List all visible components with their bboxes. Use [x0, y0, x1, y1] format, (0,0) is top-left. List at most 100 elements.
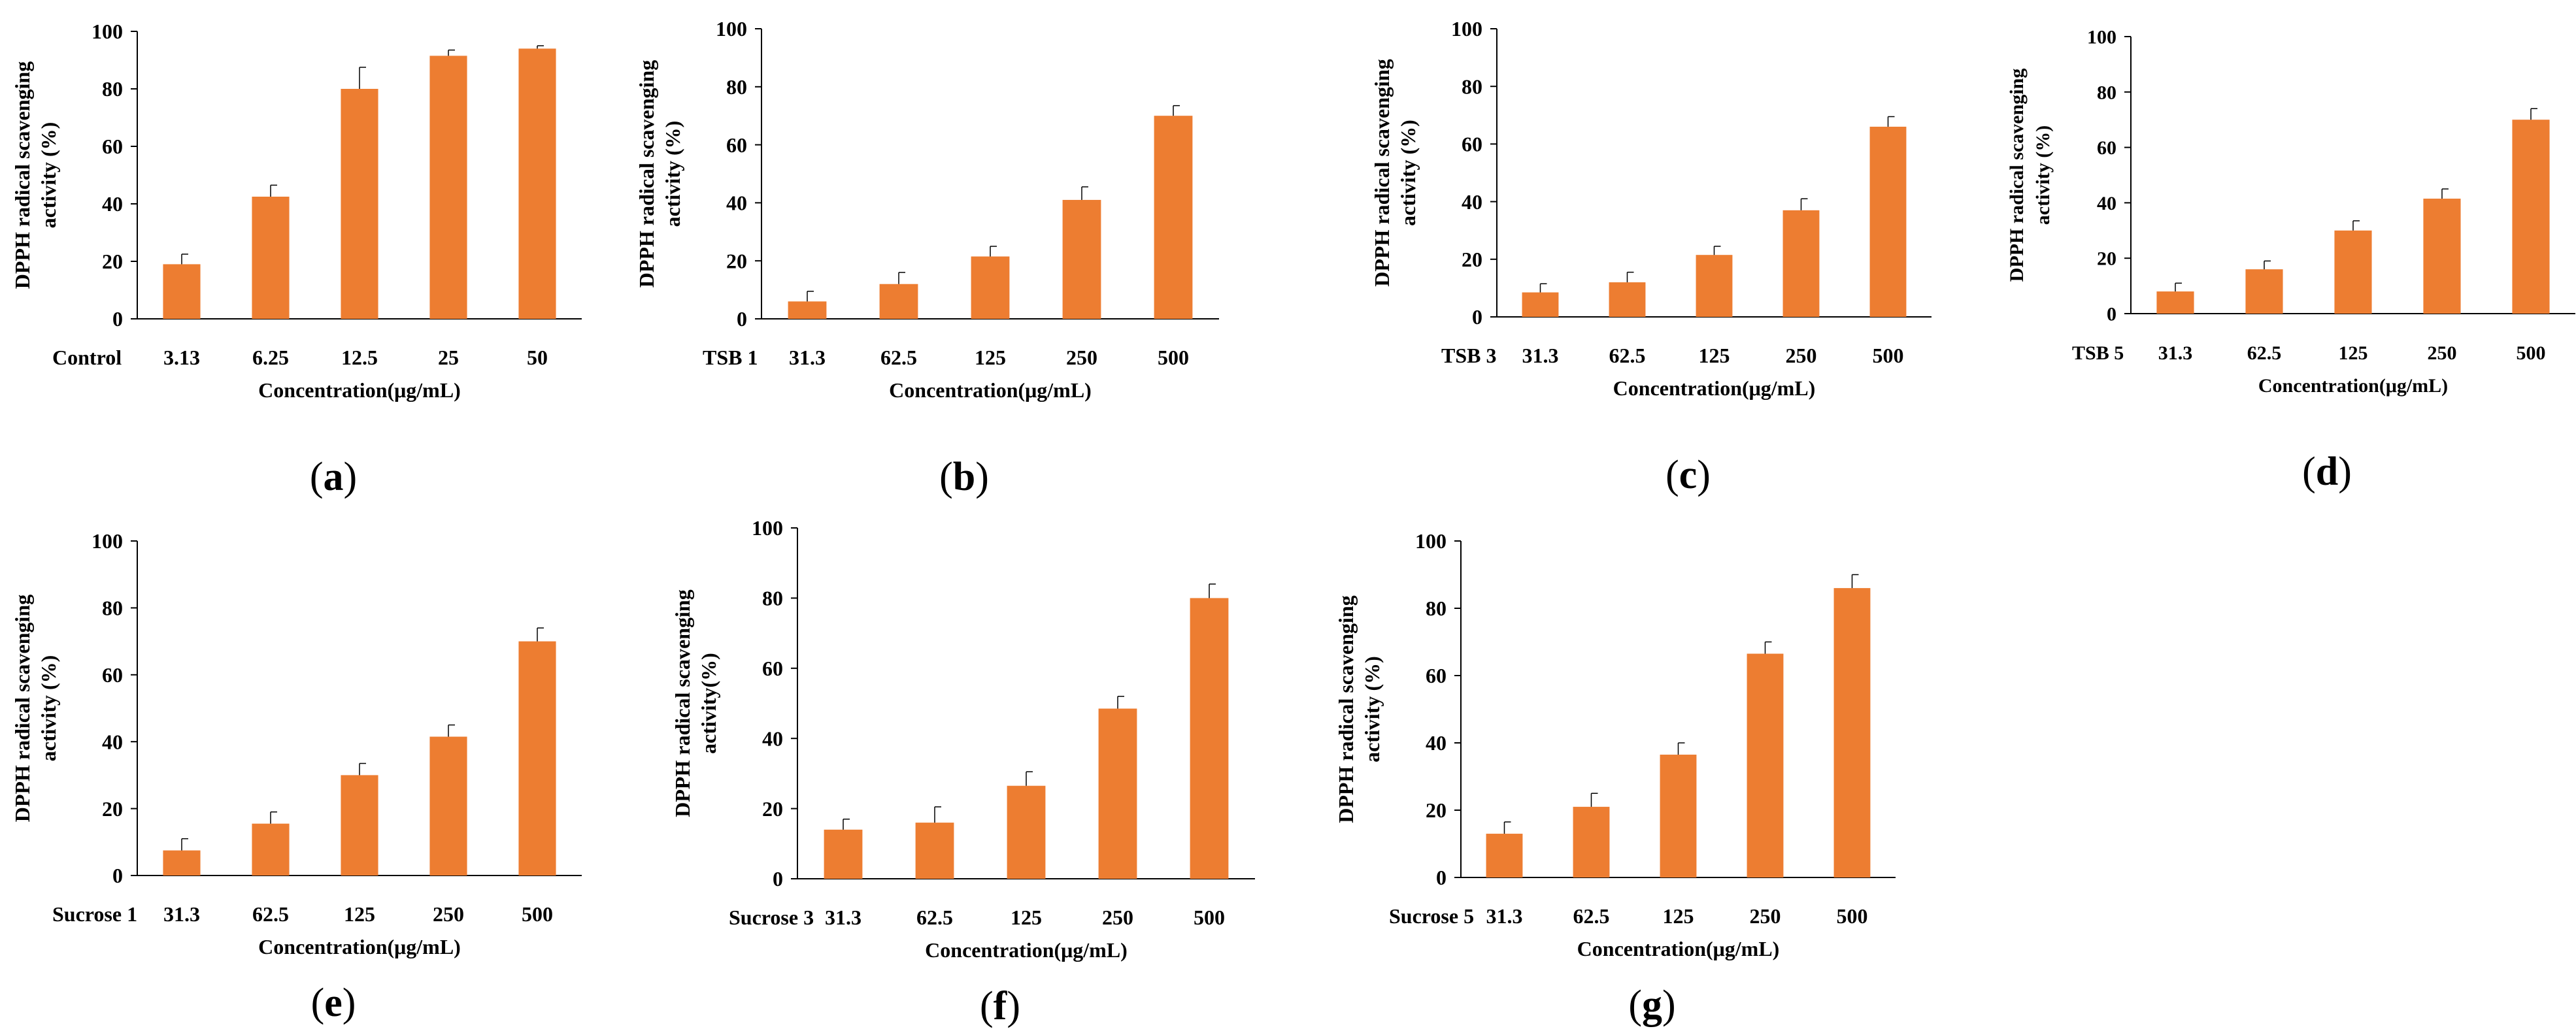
- x-axis-label: Concentration(μg/mL): [925, 938, 1128, 962]
- y-tick-label: 60: [2097, 137, 2116, 159]
- y-axis-label: activity (%): [661, 121, 684, 227]
- y-tick-label: 80: [2097, 82, 2116, 103]
- chart-panel-a: 0 20 40 60 80 100 DPPH radical scavenging activ…: [10, 20, 582, 499]
- x-axis-label: Concentration(μg/mL): [258, 935, 461, 958]
- group-label: Sucrose 5: [1389, 904, 1474, 928]
- y-tick-label: 80: [102, 597, 123, 620]
- bar: [341, 89, 378, 319]
- y-tick-label: 40: [1462, 190, 1482, 214]
- bar: [971, 256, 1010, 319]
- y-axis-label: activity (%): [37, 122, 60, 229]
- bar: [879, 284, 918, 319]
- x-tick-label: 6.25: [252, 346, 289, 369]
- y-axis-label: DPPH radical scavenging: [2006, 69, 2028, 282]
- y-axis-label: activity (%): [1396, 120, 1420, 226]
- x-tick-label: 500: [2517, 342, 2546, 364]
- y-axis-label: activity (%): [1360, 656, 1384, 762]
- bar: [1833, 588, 1871, 877]
- bar: [163, 850, 201, 876]
- y-tick-label: 40: [102, 730, 123, 753]
- bar: [1869, 126, 1907, 317]
- bar: [915, 823, 954, 879]
- y-tick-label: 80: [1462, 74, 1482, 98]
- x-tick-label: 25: [438, 346, 459, 369]
- chart-panel-b: 0 20 40 60 80 100 DPPH radical scavenging activ…: [635, 17, 1219, 499]
- y-tick-label: 100: [92, 20, 123, 43]
- group-label: TSB 3: [1441, 344, 1496, 367]
- group-label: TSB 5: [2072, 342, 2124, 364]
- bar: [1522, 292, 1559, 317]
- x-tick-label: 250: [1750, 904, 1781, 928]
- y-axis-label: DPPH radical scavenging: [635, 60, 658, 287]
- y-tick-label: 60: [1462, 133, 1482, 156]
- x-tick-label: 250: [1102, 906, 1133, 929]
- x-tick-label: 31.3: [1486, 904, 1523, 928]
- y-tick-label: 0: [112, 864, 123, 887]
- bar: [1062, 199, 1101, 319]
- y-tick-label: 20: [1462, 248, 1482, 271]
- y-tick-label: 80: [762, 587, 783, 610]
- x-tick-label: 125: [1663, 904, 1694, 928]
- x-tick-label: 250: [1786, 344, 1817, 367]
- bar: [252, 823, 290, 876]
- bar: [1782, 210, 1820, 317]
- chart-panel-g: 0 20 40 60 80 100 DPPH radical scavenging activ…: [1334, 529, 1896, 1027]
- y-tick-label: 60: [762, 657, 783, 680]
- y-tick-label: 0: [2107, 304, 2116, 325]
- bar: [1007, 785, 1046, 879]
- x-tick-label: 62.5: [252, 902, 289, 926]
- x-axis-label: Concentration(μg/mL): [1577, 937, 1780, 960]
- x-tick-label: 31.3: [825, 906, 861, 929]
- y-tick-label: 0: [773, 867, 783, 891]
- x-tick-label: 500: [1837, 904, 1868, 928]
- bar: [824, 829, 863, 879]
- y-tick-label: 100: [1415, 529, 1447, 553]
- y-axis-label: DPPH radical scavenging: [10, 595, 34, 822]
- x-tick-label: 125: [344, 902, 375, 926]
- y-axis-label: activity(%): [697, 653, 720, 754]
- y-tick-label: 0: [1436, 866, 1447, 889]
- x-tick-label: 500: [1158, 346, 1189, 369]
- bar: [1486, 834, 1523, 877]
- y-tick-label: 80: [726, 75, 747, 99]
- x-tick-label: 31.3: [2158, 342, 2193, 364]
- x-tick-label: 250: [1066, 346, 1097, 369]
- y-axis-label: DPPH radical scavenging: [1334, 595, 1358, 823]
- y-tick-label: 0: [1472, 305, 1482, 329]
- x-tick-label: 500: [1194, 906, 1225, 929]
- group-label: TSB 1: [703, 346, 758, 369]
- x-tick-label: 500: [1873, 344, 1904, 367]
- y-tick-label: 20: [2097, 248, 2116, 270]
- bar: [1154, 116, 1193, 319]
- bar: [163, 264, 201, 319]
- y-tick-label: 60: [726, 133, 747, 157]
- group-label: Sucrose 3: [729, 906, 814, 929]
- bar: [1747, 653, 1784, 877]
- bar: [2512, 120, 2550, 314]
- bar: [341, 775, 378, 876]
- bar: [518, 48, 556, 319]
- x-tick-label: 31.3: [1522, 344, 1559, 367]
- y-axis-label: DPPH radical scavenging: [10, 61, 34, 289]
- y-tick-label: 40: [1426, 731, 1447, 755]
- panel-caption: (d): [2302, 450, 2352, 494]
- panel-caption: (c): [1665, 453, 1711, 497]
- chart-panel-e: 0 20 40 60 80 100 DPPH radical scavenging activ…: [10, 529, 582, 1025]
- panel-caption: (g): [1628, 983, 1675, 1027]
- y-tick-label: 20: [1426, 798, 1447, 822]
- x-tick-label: 62.5: [880, 346, 917, 369]
- y-tick-label: 100: [1451, 17, 1482, 41]
- bar: [788, 301, 827, 319]
- x-tick-label: 125: [2339, 342, 2368, 364]
- x-tick-label: 125: [1011, 906, 1042, 929]
- x-axis-label: Concentration(μg/mL): [258, 378, 461, 402]
- chart-panel-d: 0 20 40 60 80 100 DPPH radical scavenging activ…: [2006, 27, 2575, 494]
- y-tick-label: 20: [726, 249, 747, 272]
- y-tick-label: 40: [2097, 193, 2116, 214]
- bar: [2334, 230, 2372, 314]
- group-label: Sucrose 1: [52, 902, 137, 926]
- chart-panel-c: 0 20 40 60 80 100 DPPH radical scavenging activ…: [1370, 17, 1932, 497]
- y-tick-label: 0: [737, 307, 747, 331]
- bar: [1609, 282, 1646, 317]
